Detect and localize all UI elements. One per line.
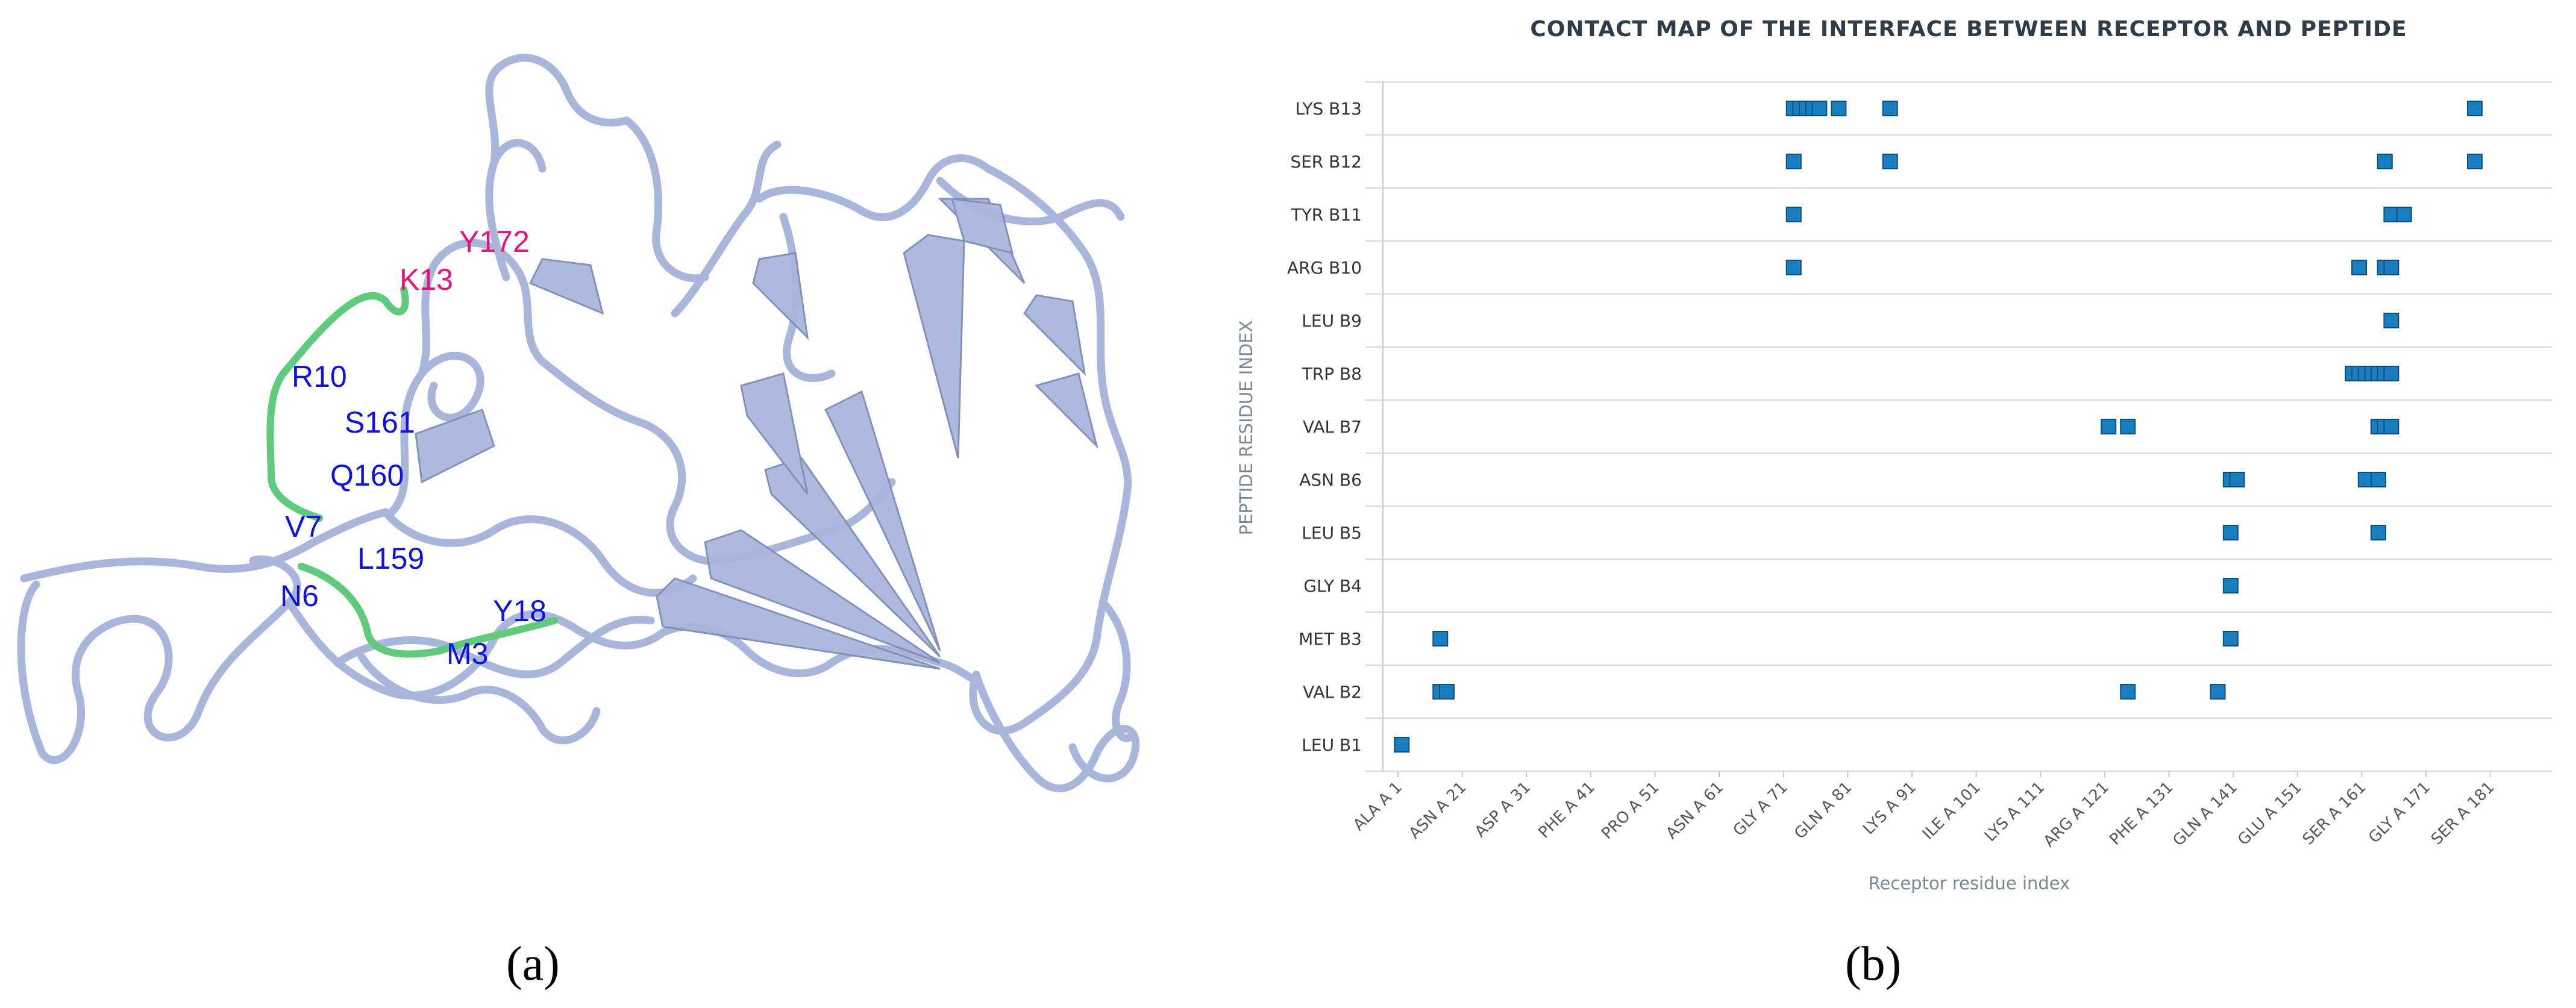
- residue-label-q160: Q160: [330, 459, 404, 492]
- contact-point: [2383, 313, 2399, 328]
- contact-map-chart: CONTACT MAP OF THE INTERFACE BETWEEN REC…: [1236, 17, 2552, 894]
- contact-point: [2383, 419, 2399, 434]
- contact-point: [1394, 737, 1410, 753]
- contact-point: [2222, 631, 2239, 646]
- residue-label-m3: M3: [447, 637, 489, 671]
- contact-point: [2210, 684, 2226, 700]
- contact-point: [2101, 419, 2117, 434]
- y-tick-labels: LEU B1 VAL B2 MET B3 GLY B4 LEU B5 ASN B6 VAL …: [1287, 99, 1362, 755]
- x-tick-label: PHE A 131: [2106, 778, 2176, 849]
- contact-point: [1785, 154, 1802, 169]
- y-tick-label: VAL B7: [1303, 417, 1362, 437]
- y-tick-label: MET B3: [1299, 629, 1362, 649]
- contact-point: [1882, 101, 1898, 116]
- y-tick-label: ARG B10: [1287, 258, 1362, 278]
- x-tick-label: GLU A 151: [2234, 778, 2305, 850]
- y-tick-label: TYR B11: [1291, 205, 1362, 225]
- y-tick-label: LEU B9: [1302, 311, 1362, 331]
- x-tick-label: GLN A 81: [1791, 778, 1855, 843]
- contact-point: [2371, 472, 2387, 487]
- y-tick-label: GLY B4: [1303, 576, 1362, 596]
- residue-label-l159: L159: [357, 542, 425, 575]
- x-tick-label: ARG A 121: [2040, 778, 2113, 851]
- x-tick-label: SER A 161: [2299, 778, 2370, 849]
- contact-point: [2371, 525, 2387, 540]
- y-tick-label: TRP B8: [1302, 364, 1362, 384]
- x-tick-label: ASN A 21: [1406, 778, 1470, 843]
- gridlines: [1365, 81, 2552, 772]
- y-axis-title: PEPTIDE RESIDUE INDEX: [1236, 321, 1256, 536]
- contact-point: [2222, 578, 2239, 593]
- x-tick-label: GLY A 71: [1730, 778, 1791, 840]
- residue-label-y18: Y18: [493, 594, 547, 628]
- x-tick-label: PRO A 51: [1598, 778, 1662, 843]
- contact-point: [2377, 154, 2393, 169]
- contact-point: [1882, 154, 1898, 169]
- contact-point: [2467, 101, 2483, 116]
- contact-map-panel: CONTACT MAP OF THE INTERFACE BETWEEN REC…: [1229, 0, 2576, 1008]
- x-tick-label: ALA A 1: [1350, 778, 1406, 834]
- x-tick-label: GLN A 141: [2169, 778, 2241, 850]
- contact-point: [1432, 631, 1449, 646]
- y-tick-label: ASN B6: [1299, 470, 1362, 490]
- y-tick-label: LEU B5: [1302, 523, 1362, 543]
- y-tick-label: VAL B2: [1303, 682, 1362, 702]
- contact-point: [2396, 207, 2412, 222]
- x-tick-label: ASP A 31: [1471, 778, 1534, 841]
- contact-point: [1811, 101, 1828, 116]
- x-tick-label: ILE A 101: [1919, 778, 1984, 844]
- contact-point: [1785, 260, 1802, 275]
- residue-label-s161: S161: [345, 405, 415, 439]
- residue-label-v7: V7: [285, 510, 322, 543]
- contact-point: [2120, 419, 2136, 434]
- panel-label-b: (b): [1845, 938, 1902, 991]
- x-tick-label: PHE A 41: [1535, 778, 1598, 842]
- protein-structure-image: [17, 54, 1140, 792]
- x-axis-title: Receptor residue index: [1869, 873, 2070, 894]
- x-tick-label: LYS A 111: [1981, 778, 2048, 845]
- contact-point: [2383, 260, 2399, 275]
- contact-point: [1438, 684, 1455, 700]
- x-tick-label: GLY A 171: [2365, 778, 2434, 847]
- x-tick-labels: ALA A 1 ASN A 21 ASP A 31 PHE A 41 PRO A 51 A…: [1350, 771, 2498, 851]
- contact-point: [2383, 366, 2399, 381]
- contact-point: [2467, 154, 2483, 169]
- panel-label-a: (a): [506, 938, 560, 991]
- residue-label-r10: R10: [292, 360, 347, 393]
- contact-point: [2120, 684, 2136, 700]
- residue-label-n6: N6: [280, 579, 319, 613]
- contact-point: [2222, 525, 2239, 540]
- contact-point: [1831, 101, 1847, 116]
- y-tick-label: LEU B1: [1302, 735, 1362, 755]
- contact-points: [1394, 101, 2483, 753]
- residue-label-y172: Y172: [459, 225, 530, 258]
- y-tick-label: SER B12: [1290, 152, 1362, 172]
- contact-point: [2351, 260, 2368, 275]
- y-tick-label: LYS B13: [1296, 99, 1362, 119]
- chart-title: CONTACT MAP OF THE INTERFACE BETWEEN REC…: [1530, 17, 2407, 42]
- x-tick-label: ASN A 61: [1662, 778, 1727, 843]
- contact-point: [2229, 472, 2245, 487]
- contact-point: [1785, 207, 1802, 222]
- x-tick-label: LYS A 91: [1860, 778, 1920, 839]
- x-tick-label: SER A 181: [2428, 778, 2498, 849]
- residue-label-k13: K13: [400, 263, 453, 296]
- structure-panel: Y172 K13 R10 S161 Q160 V7 L159 N6 Y18 M3…: [0, 0, 1235, 1008]
